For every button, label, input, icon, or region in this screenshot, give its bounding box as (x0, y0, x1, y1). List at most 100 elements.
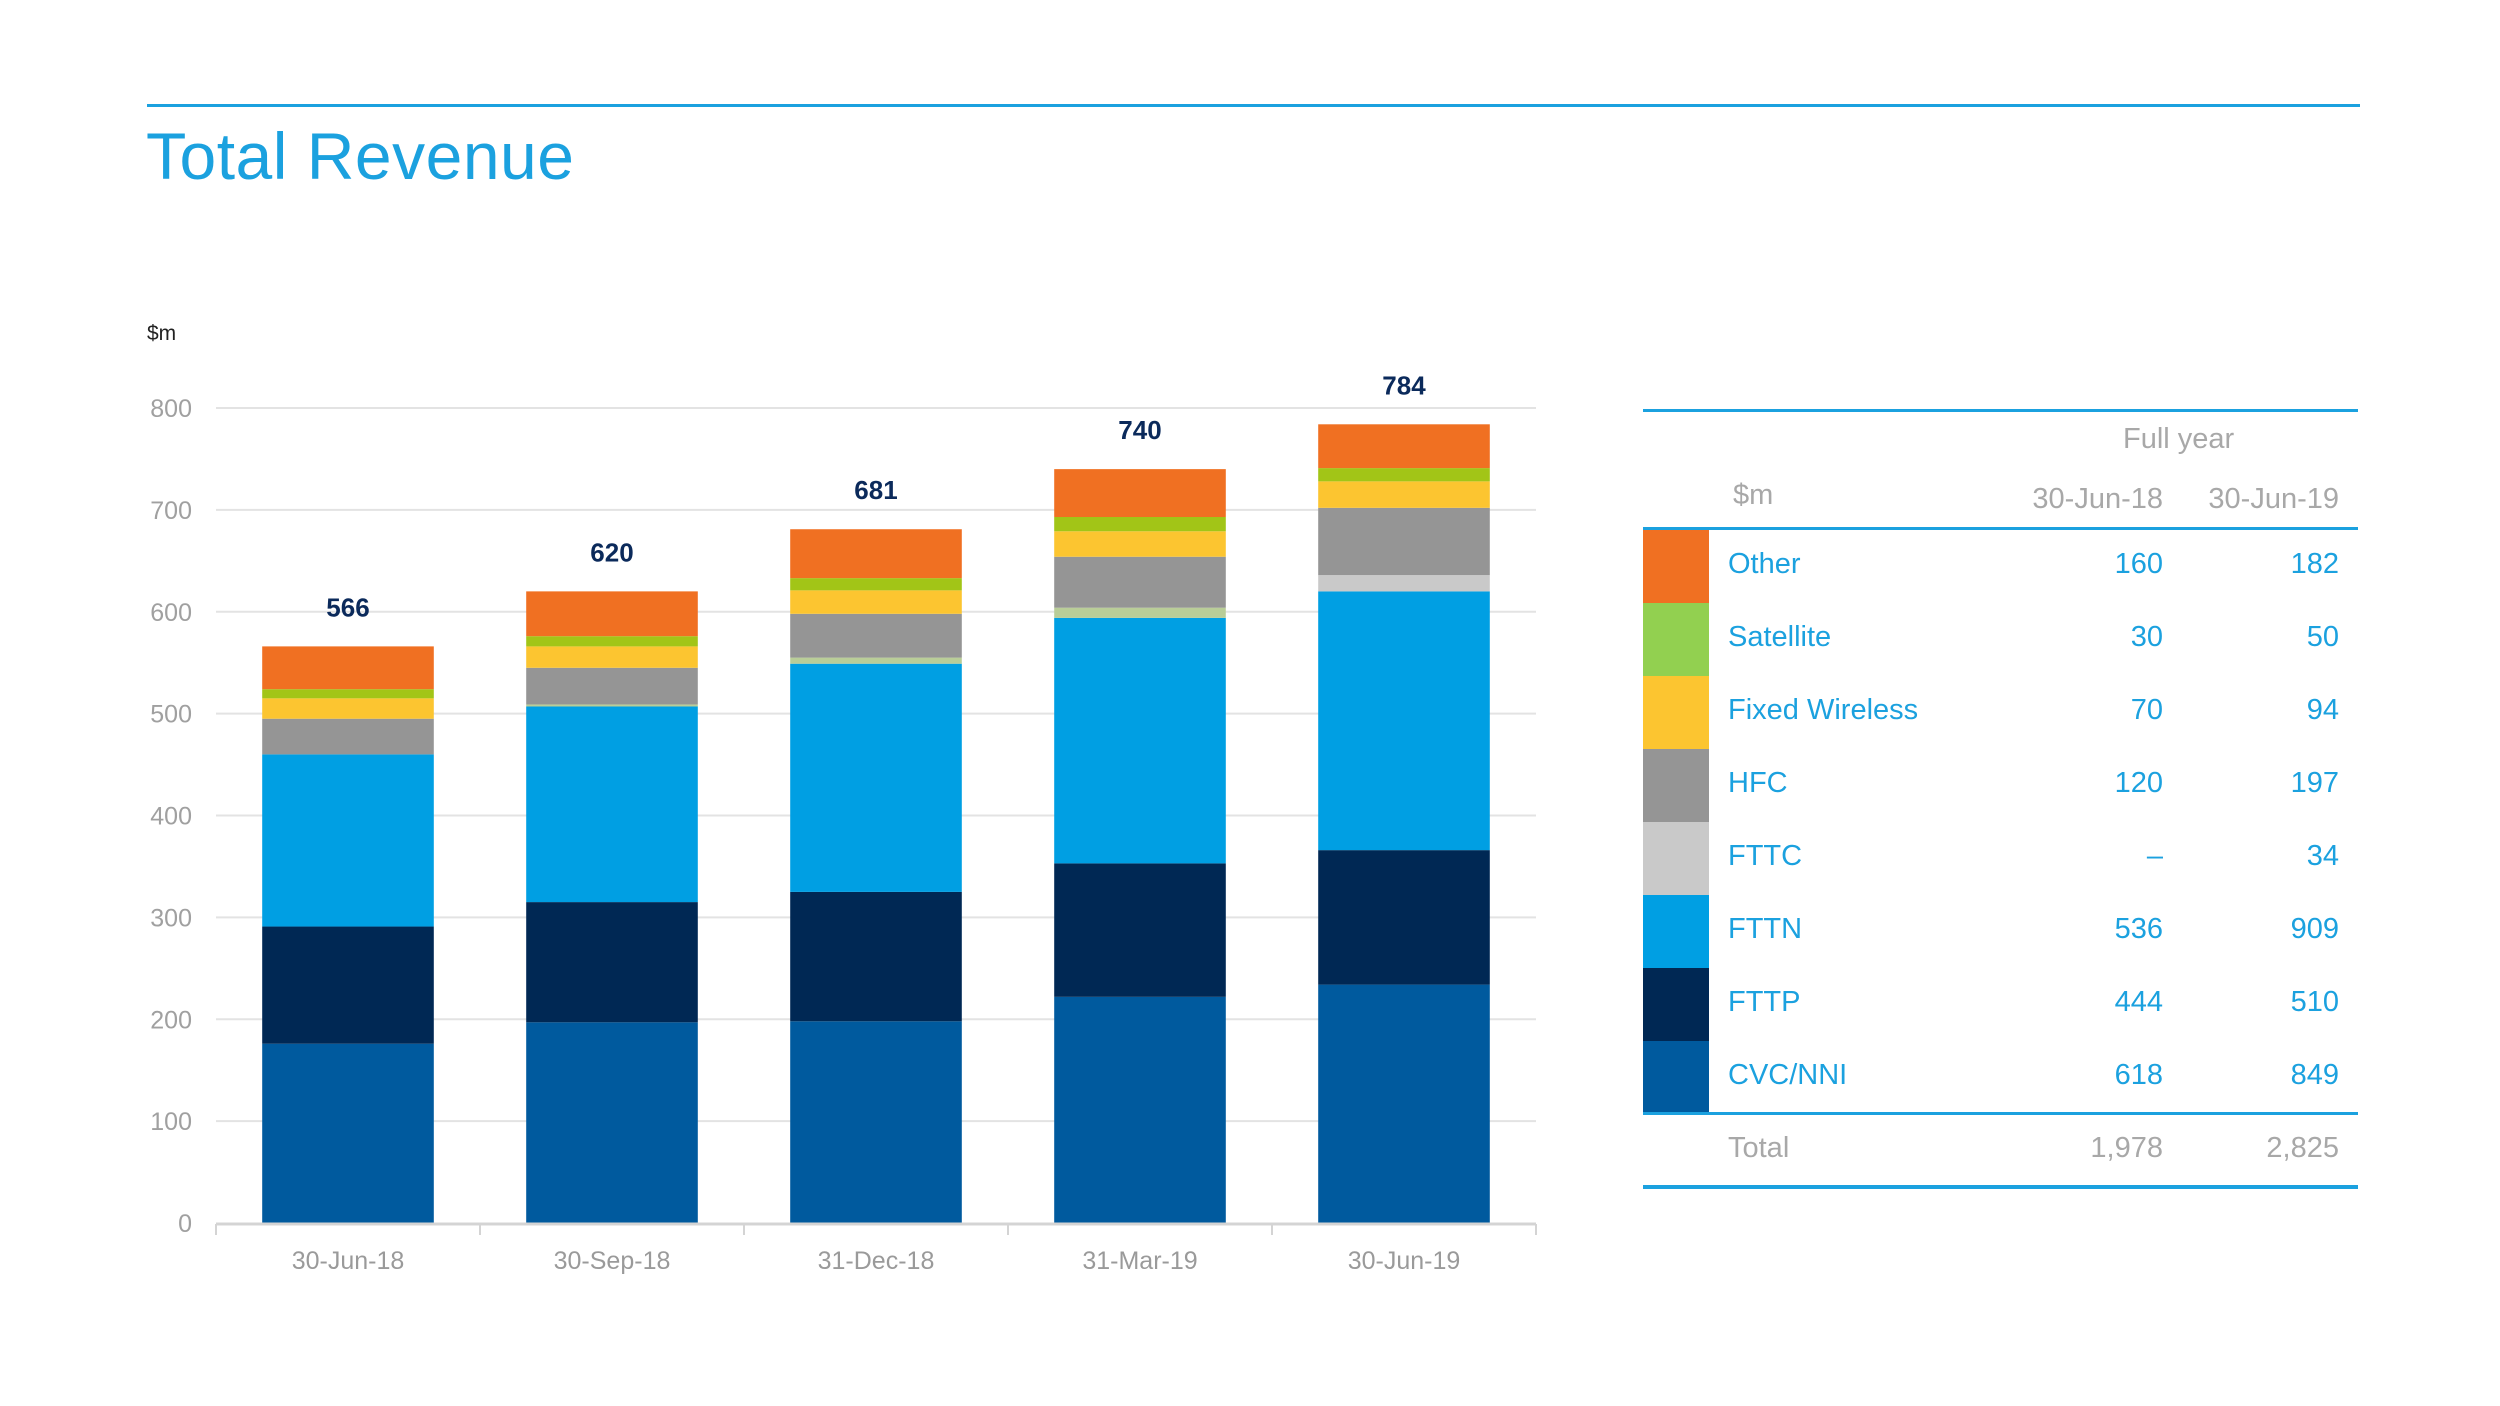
bar-segment-fixed-wireless (1318, 481, 1490, 508)
bar-segment-fixed-wireless (526, 646, 698, 668)
row-value: 849 (2290, 1059, 2339, 1091)
bar-total-label: 566 (326, 592, 369, 622)
legend-swatch (1643, 530, 1709, 603)
legend-swatch (1643, 895, 1709, 968)
row-label: Satellite (1728, 621, 1832, 653)
bar-segment-fttp (790, 891, 962, 1022)
bar-segment-hfc (1054, 556, 1226, 608)
table-bottom-rule (1643, 1185, 2358, 1189)
legend-swatch (1643, 749, 1709, 822)
row-value: 444 (2114, 986, 2163, 1018)
bar-segment-hfc (790, 613, 962, 658)
row-label: FTTN (1728, 913, 1803, 945)
bar-stack (262, 646, 434, 1223)
bar-segment-fttn (526, 706, 698, 903)
bar-segment-other (526, 591, 698, 637)
row-value: 197 (2290, 767, 2339, 799)
legend-swatch (1643, 822, 1709, 895)
bar-segment-fttn (262, 754, 434, 927)
bar-segment-fttp (526, 902, 698, 1023)
bar-segment-other (262, 646, 434, 690)
x-tick-label: 30-Sep-18 (554, 1247, 671, 1275)
x-tick-label: 30-Jun-18 (292, 1247, 405, 1275)
legend-swatch (1643, 676, 1709, 749)
y-tick-label: 100 (150, 1108, 192, 1136)
row-label: FTTP (1728, 986, 1801, 1018)
y-tick-label: 0 (178, 1210, 192, 1238)
row-label: HFC (1728, 767, 1788, 799)
bar-segment-cvc-nni (1318, 984, 1490, 1223)
bar-segment-fttp (1318, 850, 1490, 985)
bar-total-label: 681 (854, 475, 897, 505)
x-tick-label: 31-Dec-18 (818, 1247, 935, 1275)
row-value: 30 (2130, 621, 2163, 653)
unit-header: $m (1733, 479, 1774, 511)
bar-segment-satellite (526, 636, 698, 647)
row-value: – (2146, 840, 2163, 872)
bar-segment-fttp (1054, 863, 1226, 997)
y-tick-label: 300 (150, 904, 192, 932)
legend-swatch (1643, 603, 1709, 676)
bar-segment-fttp (262, 926, 434, 1044)
bar-segment-fttc (1054, 607, 1226, 618)
bar-segment-hfc (262, 718, 434, 755)
bar-segment-cvc-nni (262, 1043, 434, 1223)
legend-swatch (1643, 1041, 1709, 1114)
y-axis-unit-label: $m (147, 322, 176, 345)
x-tick-label: 31-Mar-19 (1082, 1247, 1197, 1275)
bar-stack (1318, 424, 1490, 1223)
total-labels: 566 620 681 740 784 (326, 370, 1426, 622)
column-header-2018: 30-Jun-18 (2032, 483, 2163, 515)
bar-segment-other (790, 529, 962, 579)
bar-segment-fttc (790, 657, 962, 664)
row-value: 182 (2290, 548, 2339, 580)
row-value: 50 (2306, 621, 2339, 653)
bar-stack (526, 591, 698, 1223)
x-tick-label: 30-Jun-19 (1348, 1247, 1461, 1275)
bar-stack (790, 529, 962, 1223)
table-top-rule (1643, 409, 2358, 412)
bar-segment-fttn (1318, 591, 1490, 851)
y-tick-label: 800 (150, 395, 192, 423)
row-value: 34 (2306, 840, 2339, 872)
bar-segment-fttc (1318, 575, 1490, 592)
y-axis-ticks: 0 100 200 300 400 500 600 700 800 (150, 395, 192, 1238)
bar-segment-fixed-wireless (790, 590, 962, 614)
total-value-2018: 1,978 (2090, 1132, 2163, 1164)
bar-segment-fttc (526, 704, 698, 707)
bar-segment-fixed-wireless (262, 698, 434, 719)
bar-total-label: 620 (590, 537, 633, 567)
page-title: Total Revenue (146, 119, 575, 193)
row-value: 70 (2130, 694, 2163, 726)
bar-segment-other (1318, 424, 1490, 469)
title-rule (147, 104, 2360, 107)
bar-segment-fttn (790, 663, 962, 892)
bar-segment-cvc-nni (1054, 996, 1226, 1223)
row-value: 160 (2114, 548, 2163, 580)
header-rule (1643, 527, 2358, 530)
total-label: Total (1728, 1132, 1790, 1164)
bar-segment-satellite (262, 689, 434, 699)
total-value-2019: 2,825 (2266, 1132, 2339, 1164)
bar-segment-satellite (1318, 468, 1490, 482)
row-value: 909 (2290, 913, 2339, 945)
legend-swatch (1643, 968, 1709, 1041)
y-tick-label: 200 (150, 1006, 192, 1034)
row-value: 120 (2114, 767, 2163, 799)
bar-segment-cvc-nni (526, 1022, 698, 1223)
row-value: 510 (2290, 986, 2339, 1018)
row-label: Fixed Wireless (1728, 694, 1919, 726)
bars (262, 424, 1490, 1223)
gridlines (216, 407, 1536, 1123)
bar-total-label: 784 (1382, 370, 1426, 400)
row-value: 536 (2114, 913, 2163, 945)
y-tick-label: 600 (150, 599, 192, 627)
row-value: 94 (2306, 694, 2339, 726)
y-tick-label: 700 (150, 497, 192, 525)
y-tick-label: 400 (150, 803, 192, 831)
bar-segment-hfc (1318, 507, 1490, 576)
total-rule (1643, 1112, 2358, 1115)
bar-segment-satellite (790, 578, 962, 591)
row-label: FTTC (1728, 840, 1803, 872)
